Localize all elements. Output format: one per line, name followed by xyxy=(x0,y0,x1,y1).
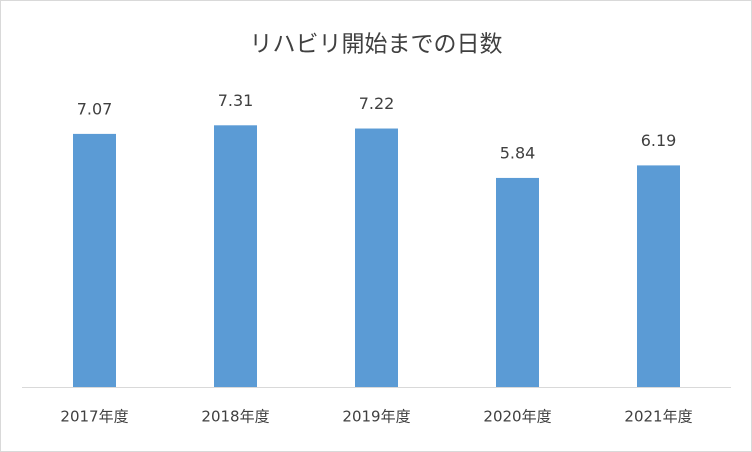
bar xyxy=(214,125,257,387)
bar xyxy=(637,165,680,387)
x-tick-label: 2021年度 xyxy=(624,408,692,426)
chart-title: リハビリ開始までの日数 xyxy=(250,32,503,58)
bar xyxy=(355,128,398,388)
data-label: 5.84 xyxy=(500,143,536,162)
bar xyxy=(73,133,116,387)
x-tick-label: 2019年度 xyxy=(342,408,410,426)
x-tick-label: 2020年度 xyxy=(483,408,551,426)
x-tick-label: 2018年度 xyxy=(201,408,269,426)
bar xyxy=(496,177,539,387)
x-tick-label: 2017年度 xyxy=(60,408,128,426)
data-label: 7.31 xyxy=(218,91,254,110)
data-label: 7.22 xyxy=(359,94,395,113)
data-label: 7.07 xyxy=(77,99,113,118)
data-label: 6.19 xyxy=(641,131,677,150)
